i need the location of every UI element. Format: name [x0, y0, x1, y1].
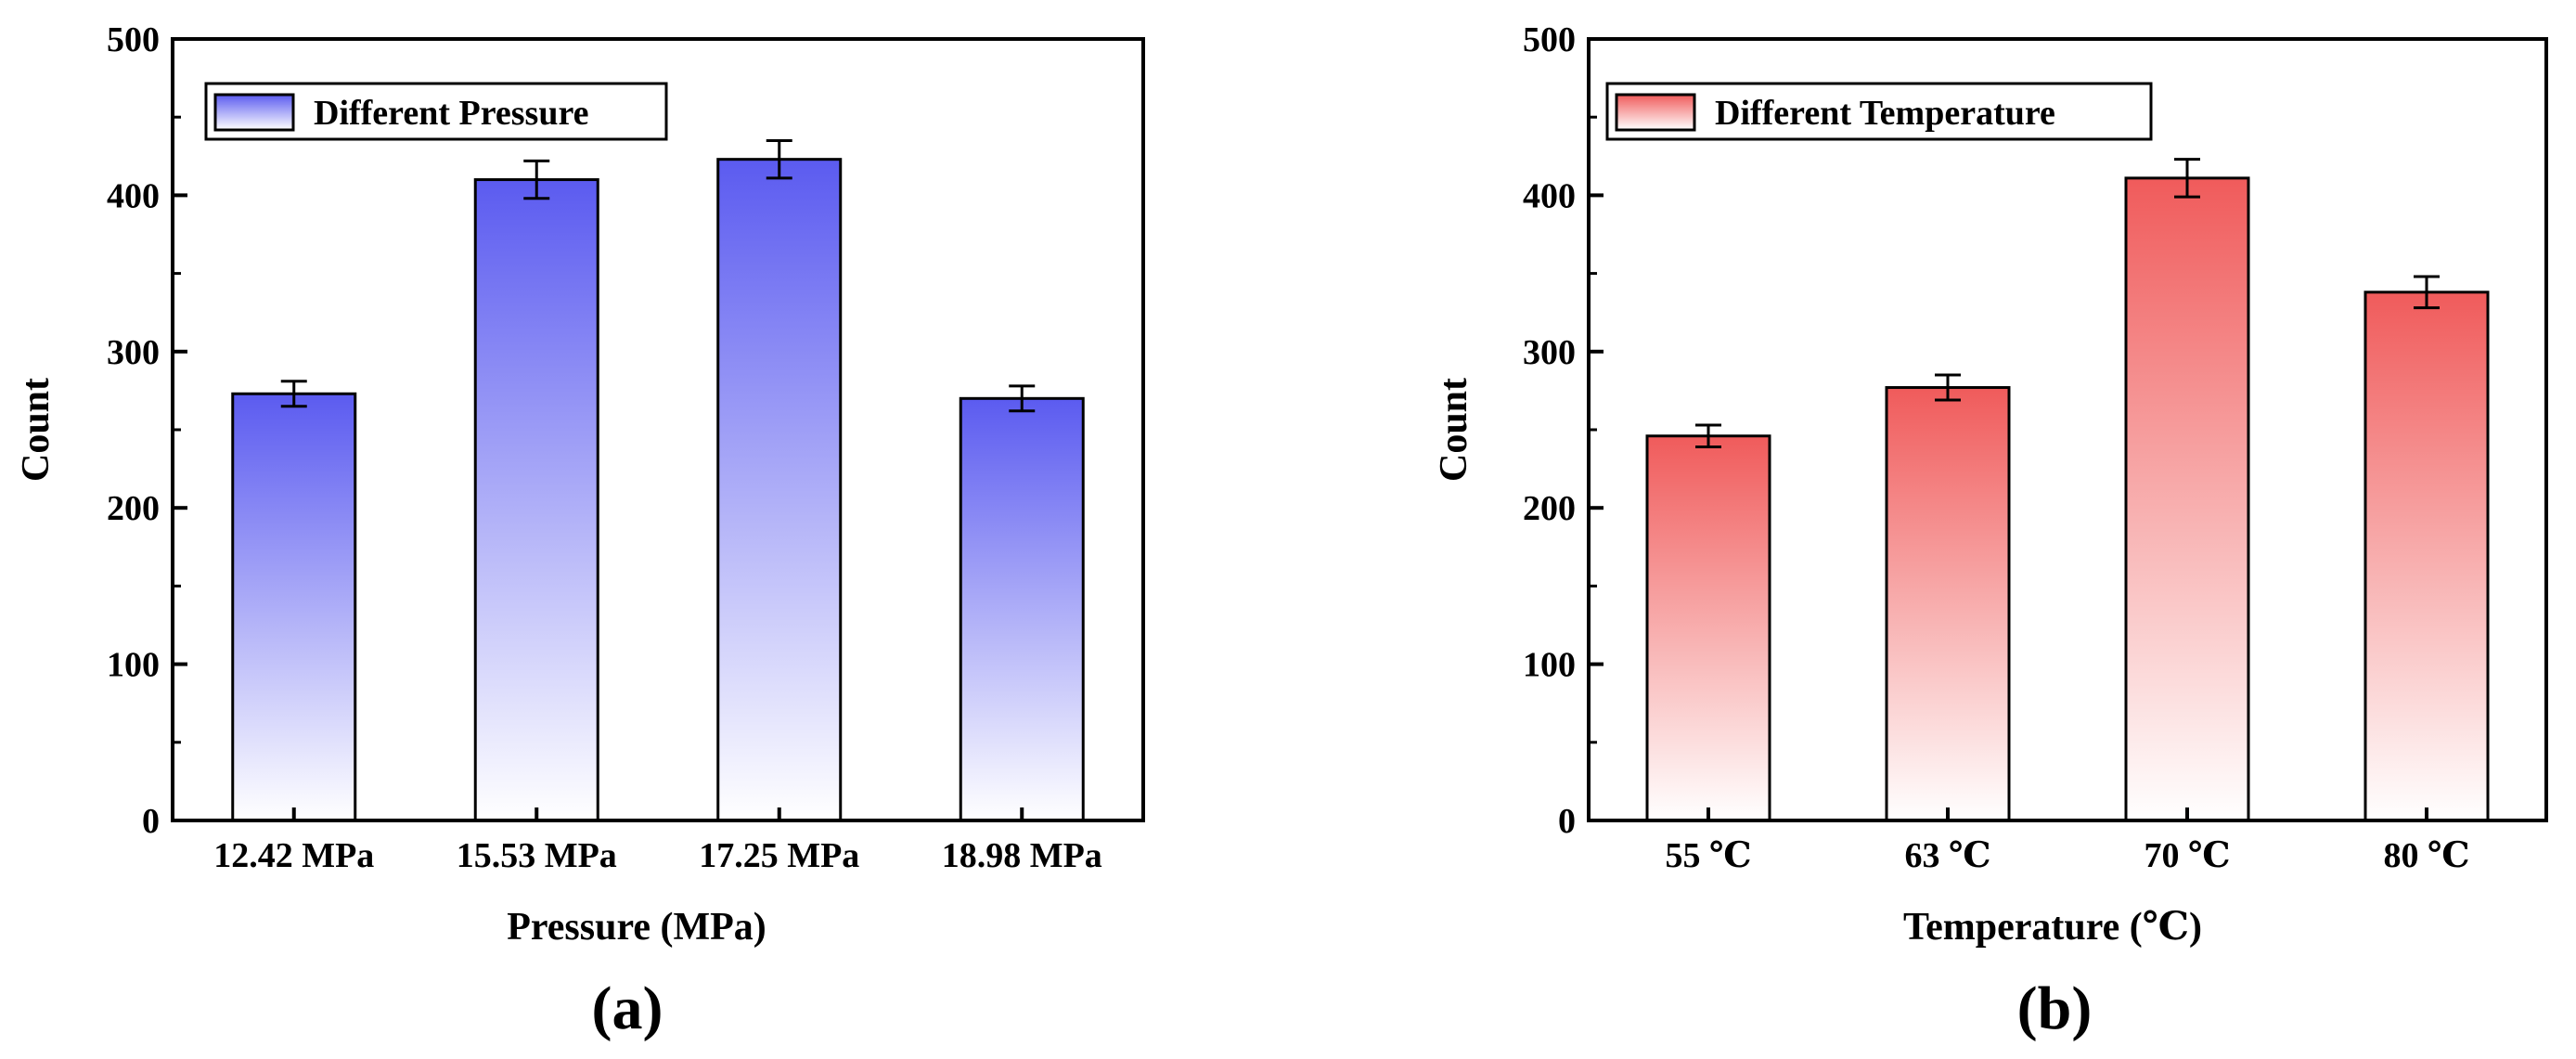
y-tick-label: 300	[1523, 333, 1576, 372]
y-tick-label: 200	[1523, 489, 1576, 528]
y-tick-label: 400	[1523, 176, 1576, 215]
x-tick-label: 80 ℃	[2383, 836, 2469, 875]
bar	[2124, 176, 2250, 822]
bar	[1885, 386, 2011, 822]
legend-swatch	[213, 93, 295, 132]
y-tick-label: 100	[1523, 646, 1576, 685]
y-ticks-group: 0 100 200 300 400 500	[1523, 20, 1604, 841]
bar	[959, 396, 1085, 822]
bar	[1645, 434, 1771, 822]
y-tick-label: 200	[107, 489, 160, 528]
panel-label-b: (b)	[2017, 975, 2093, 1042]
chart-panel-a: 0 100 200 300 400 500 12.42 MPa 15.53 MPa 17.25…	[15, 20, 1145, 1042]
bars-group	[1645, 176, 2490, 822]
y-tick-label: 300	[107, 333, 160, 372]
bar	[2363, 291, 2490, 822]
x-tick-label: 17.25 MPa	[699, 836, 859, 875]
y-tick-label: 500	[107, 20, 160, 59]
x-ticks-group: 12.42 MPa 15.53 MPa 17.25 MPa 18.98 MPa	[213, 807, 1102, 875]
bars-group	[231, 158, 1085, 822]
y-axis-title: Count	[15, 378, 58, 482]
bar	[473, 178, 599, 822]
x-tick-label: 15.53 MPa	[457, 836, 617, 875]
legend-frame	[1605, 82, 2153, 141]
x-axis-title: Temperature (℃)	[1903, 906, 2202, 949]
panel-label-a: (a)	[592, 975, 663, 1042]
y-tick-label: 0	[142, 802, 160, 841]
x-tick-label: 70 ℃	[2144, 836, 2230, 875]
error-bars-group	[1695, 158, 2440, 449]
bar	[716, 158, 843, 822]
legend: Different Pressure	[204, 82, 668, 141]
legend: Different Temperature	[1605, 82, 2153, 141]
y-ticks-group: 0 100 200 300 400 500	[107, 20, 187, 841]
x-tick-label: 18.98 MPa	[942, 836, 1102, 875]
bar	[231, 392, 357, 822]
x-ticks-group: 55 ℃ 63 ℃ 70 ℃ 80 ℃	[1665, 807, 2470, 875]
y-tick-label: 500	[1523, 20, 1576, 59]
legend-label: Different Pressure	[314, 94, 589, 133]
legend-swatch	[1615, 93, 1696, 132]
x-tick-label: 55 ℃	[1665, 836, 1751, 875]
legend-label: Different Temperature	[1715, 94, 2055, 133]
x-tick-label: 63 ℃	[1904, 836, 1990, 875]
y-axis-title: Count	[1433, 378, 1475, 482]
chart-panel-b: 0 100 200 300 400 500 55 ℃ 63 ℃ 70 ℃ 80 ℃ Differ…	[1433, 20, 2548, 1042]
y-tick-label: 0	[1558, 802, 1576, 841]
y-tick-label: 100	[107, 646, 160, 685]
y-tick-label: 400	[107, 176, 160, 215]
x-axis-title: Pressure (MPa)	[507, 906, 766, 949]
error-bars-group	[280, 138, 1036, 413]
x-tick-label: 12.42 MPa	[213, 836, 374, 875]
